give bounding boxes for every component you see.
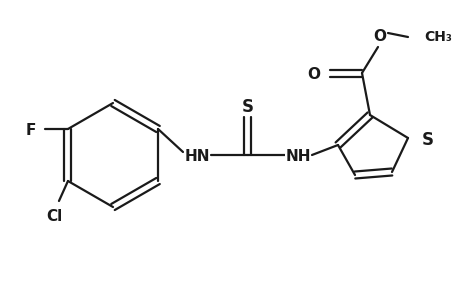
Text: HN: HN [184,149,209,164]
Text: S: S [421,131,433,149]
Text: NH: NH [285,149,310,164]
Text: O: O [306,67,319,82]
Text: S: S [241,98,253,116]
Text: F: F [26,123,36,138]
Text: Cl: Cl [46,209,62,224]
Text: O: O [373,29,386,44]
Text: CH₃: CH₃ [423,29,451,44]
